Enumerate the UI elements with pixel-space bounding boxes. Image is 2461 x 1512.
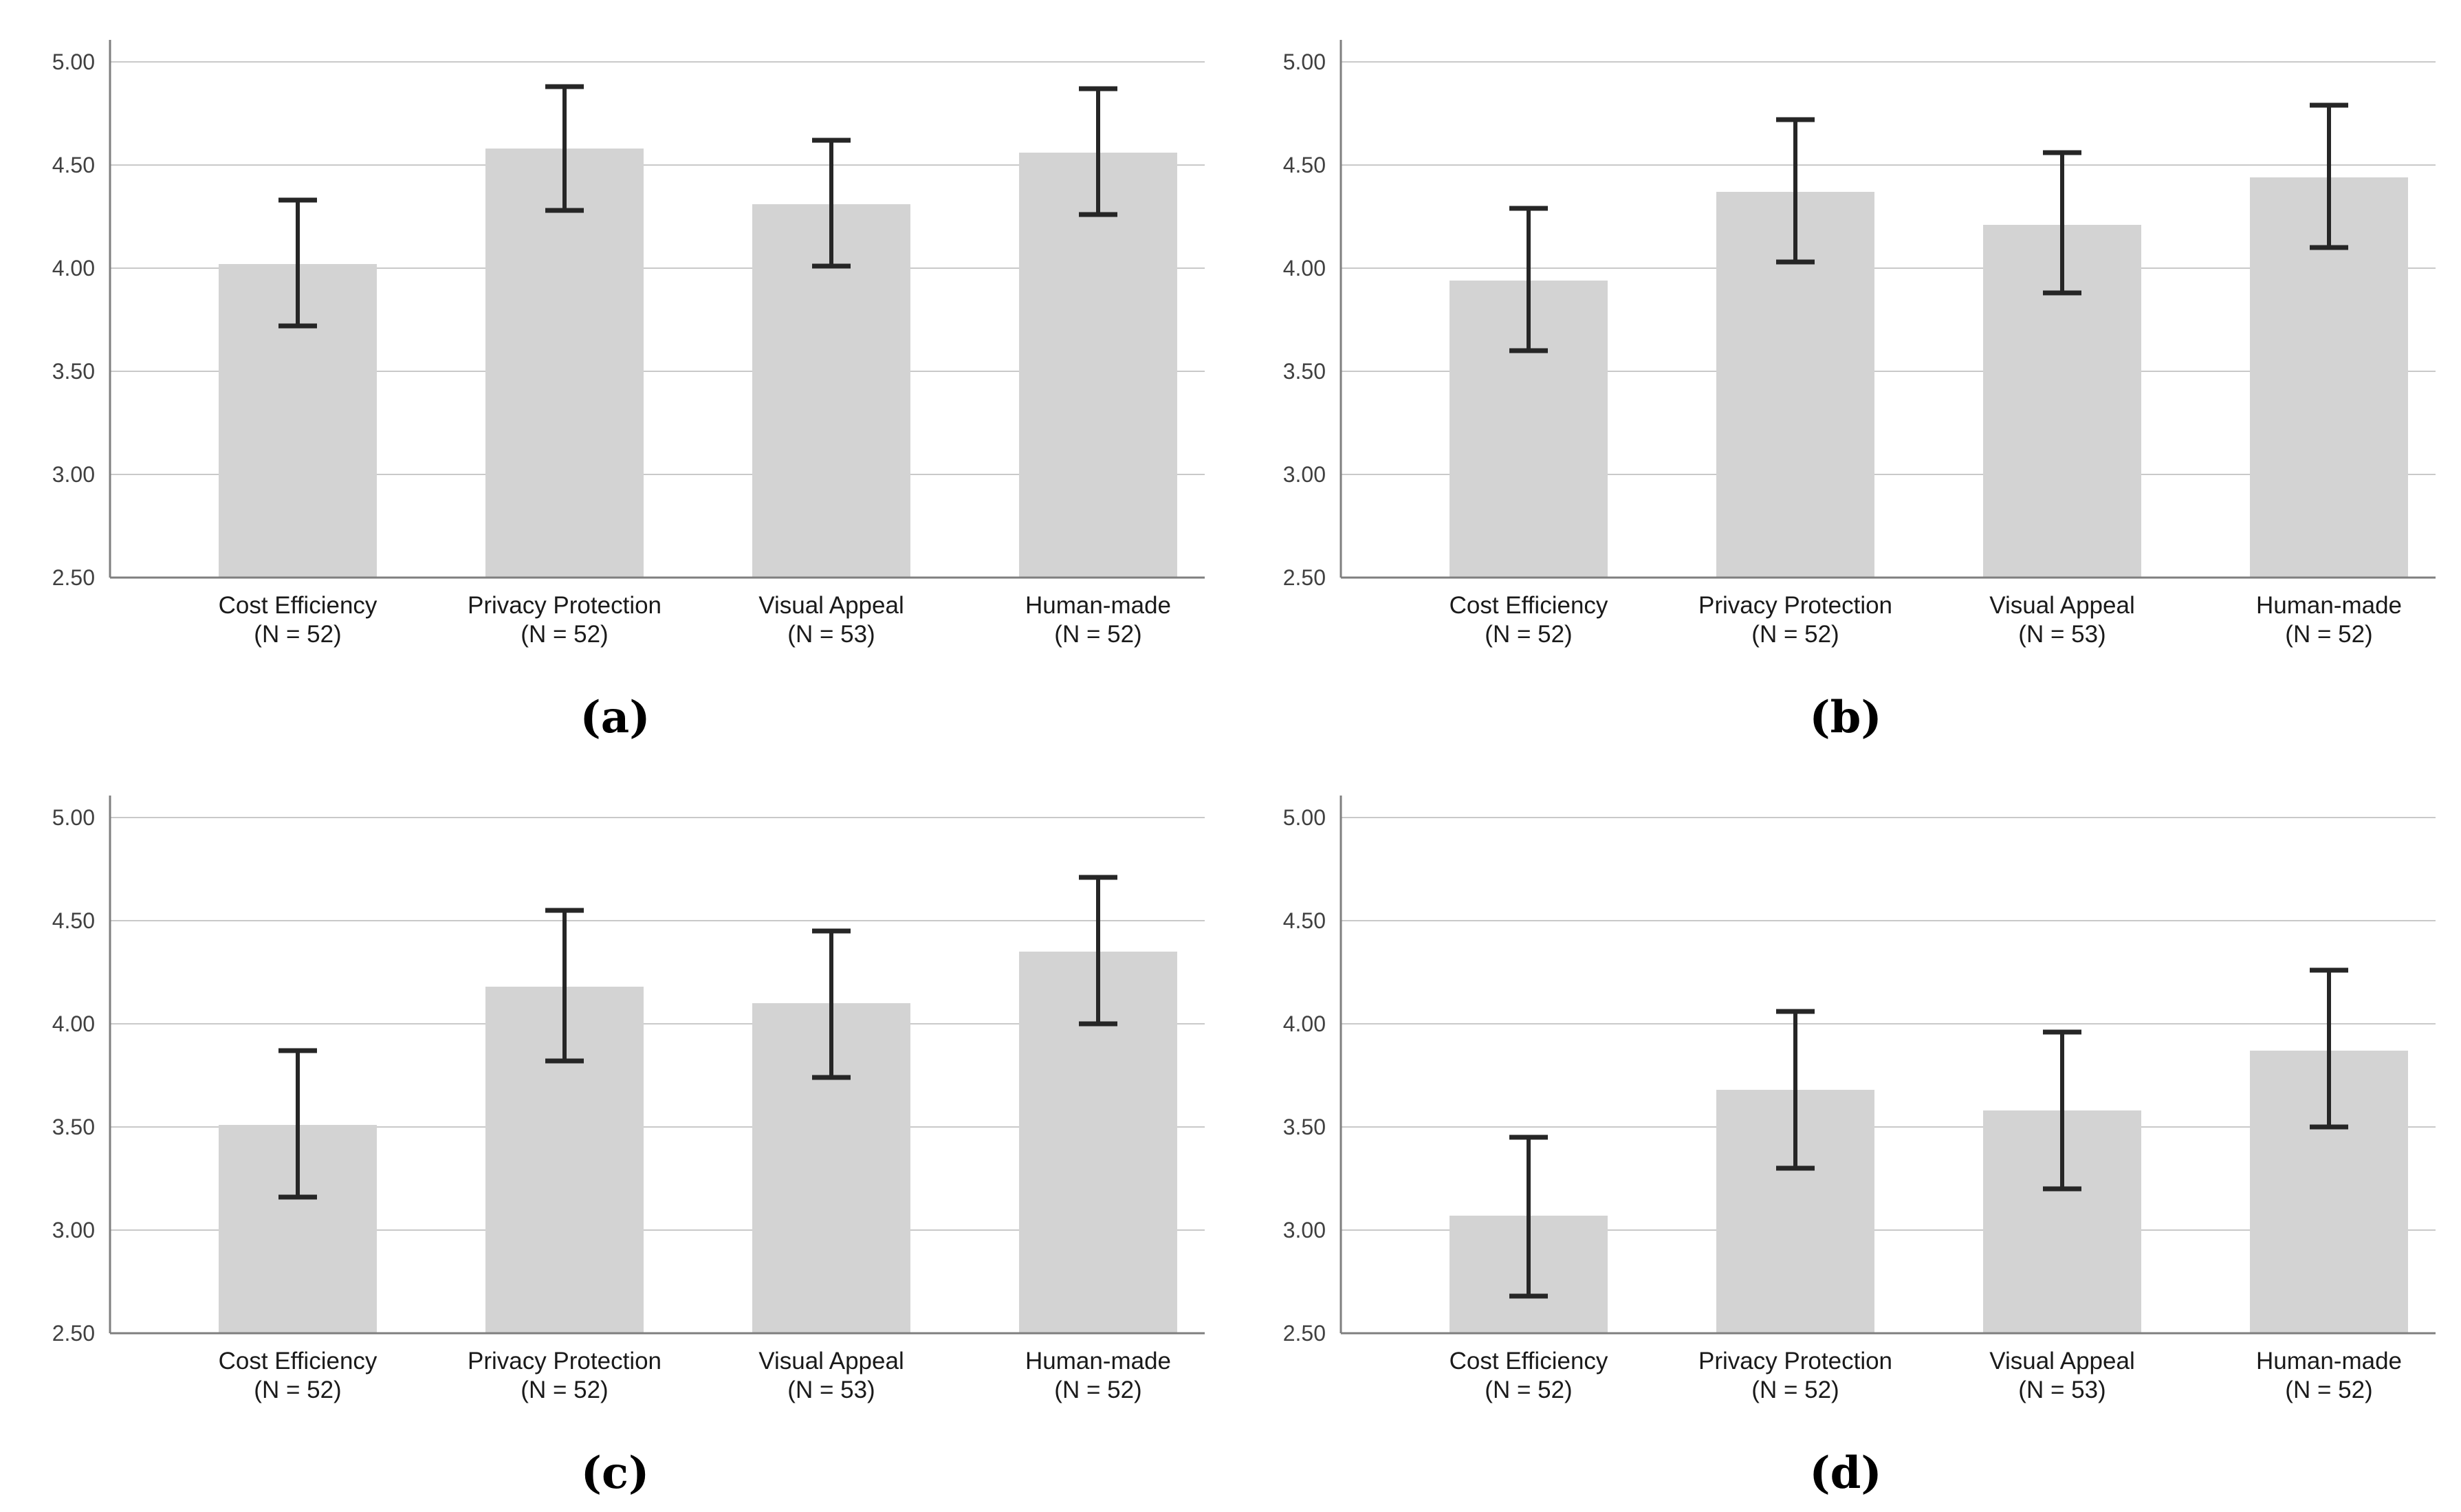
caption-text: (b): [1809, 692, 1882, 743]
error-bar-visual-appeal: [812, 928, 851, 1080]
category-n-label: (N = 52): [1054, 1377, 1141, 1403]
y-tick-label: 3.00: [1282, 1218, 1325, 1242]
error-bar-visual-appeal: [812, 138, 851, 269]
category-label: Cost Efficiency: [219, 1348, 378, 1374]
y-tick-label: 3.00: [1282, 462, 1325, 487]
y-tick-label: 5.00: [52, 50, 95, 74]
category-n-label: (N = 52): [254, 621, 341, 648]
category-n-label: (N = 52): [1751, 1377, 1839, 1403]
error-bar-visual-appeal: [2042, 150, 2081, 296]
category-n-label: (N = 52): [521, 621, 608, 648]
category-label: Cost Efficiency: [1449, 592, 1608, 619]
error-bar-privacy-protection: [545, 84, 584, 213]
category-label: Privacy Protection: [468, 592, 661, 619]
error-bar-human-made: [2309, 102, 2348, 250]
y-tick-label: 3.50: [1282, 359, 1325, 384]
category-label: Visual Appeal: [1989, 1348, 2134, 1374]
category-n-label: (N = 53): [787, 1377, 875, 1403]
category-n-label: (N = 52): [1054, 621, 1141, 648]
category-label: Cost Efficiency: [219, 592, 378, 619]
subplot-caption-c: (c): [581, 1436, 650, 1511]
error-bar-visual-appeal: [2042, 1029, 2081, 1192]
category-label: Privacy Protection: [1698, 592, 1892, 619]
subplot-c: 2.50 3.00 3.50 4.00 4.50 5.00 Cost Efficiency (…: [0, 756, 1230, 1512]
error-bar-human-made: [2309, 967, 2348, 1130]
y-tick-label: 2.50: [1282, 565, 1325, 590]
error-bar-privacy-protection: [545, 908, 584, 1064]
y-tick-label: 5.00: [52, 805, 95, 830]
error-bar-human-made: [1079, 875, 1117, 1027]
category-label: Visual Appeal: [1989, 592, 2134, 619]
error-bar-human-made: [1079, 86, 1117, 217]
error-bar-cost-efficiency: [1509, 206, 1548, 353]
subplot-caption-a: (a): [580, 680, 650, 756]
category-label: Human-made: [2255, 1348, 2401, 1374]
subplot-caption-b: (b): [1809, 680, 1881, 756]
caption-text: (a): [580, 692, 650, 743]
category-n-label: (N = 53): [787, 621, 875, 648]
error-bar-cost-efficiency: [278, 1048, 317, 1200]
category-n-label: (N = 52): [1485, 621, 1572, 648]
category-n-label: (N = 52): [1485, 1377, 1572, 1403]
y-tick-label: 2.50: [52, 565, 95, 590]
category-n-label: (N = 52): [2285, 621, 2372, 648]
subplot-caption-d: (d): [1809, 1436, 1881, 1511]
error-bar-cost-efficiency: [1509, 1135, 1548, 1299]
category-label: Human-made: [1025, 1348, 1171, 1374]
y-tick-label: 2.50: [52, 1321, 95, 1346]
subplot-a: 2.50 3.00 3.50 4.00 4.50 5.00 Cost Efficiency(…: [0, 0, 1230, 756]
category-n-label: (N = 53): [2018, 621, 2105, 648]
bar-human-made: [1019, 153, 1177, 578]
y-tick-label: 3.00: [52, 1218, 95, 1242]
error-bar-privacy-protection: [1775, 117, 1815, 265]
caption-text: (d): [1809, 1447, 1882, 1499]
y-tick-label: 5.00: [1282, 50, 1325, 74]
error-bar-cost-efficiency: [278, 197, 317, 329]
category-n-label: (N = 52): [2285, 1377, 2372, 1403]
y-tick-label: 3.50: [52, 359, 95, 384]
y-tick-label: 4.00: [1282, 1011, 1325, 1036]
y-tick-label: 2.50: [1282, 1321, 1325, 1346]
category-label: Privacy Protection: [1698, 1348, 1892, 1374]
category-label: Cost Efficiency: [1449, 1348, 1608, 1374]
y-tick-label: 4.50: [1282, 908, 1325, 933]
y-tick-label: 4.50: [52, 908, 95, 933]
y-tick-label: 4.50: [52, 153, 95, 177]
bar-privacy-protection: [485, 149, 644, 578]
y-tick-label: 4.00: [1282, 256, 1325, 281]
category-label: Human-made: [2255, 592, 2401, 619]
category-n-label: (N = 52): [254, 1377, 341, 1403]
category-label: Visual Appeal: [758, 1348, 904, 1374]
y-tick-label: 4.50: [1282, 153, 1325, 177]
subplot-b: 2.50 3.00 3.50 4.00 4.50 5.00 Cost Efficiency(…: [1230, 0, 2461, 756]
category-label: Privacy Protection: [468, 1348, 661, 1374]
y-tick-label: 4.00: [52, 256, 95, 281]
category-label: Visual Appeal: [758, 592, 904, 619]
error-bar-privacy-protection: [1775, 1009, 1815, 1171]
category-label: Human-made: [1025, 592, 1171, 619]
subplot-d: 2.50 3.00 3.50 4.00 4.50 5.00 Cost Efficiency (…: [1230, 756, 2461, 1512]
y-tick-label: 3.50: [1282, 1115, 1325, 1139]
y-tick-label: 4.00: [52, 1011, 95, 1036]
bar-chart-d: 2.50 3.00 3.50 4.00 4.50 5.00 Cost Efficiency (…: [1282, 796, 2436, 1403]
category-n-label: (N = 52): [1751, 621, 1839, 648]
bar-chart-c: 2.50 3.00 3.50 4.00 4.50 5.00 Cost Efficiency (…: [52, 796, 1205, 1403]
category-n-label: (N = 52): [521, 1377, 608, 1403]
caption-text: (c): [580, 1447, 650, 1499]
y-tick-label: 3.00: [52, 462, 95, 487]
y-tick-label: 3.50: [52, 1115, 95, 1139]
y-tick-label: 5.00: [1282, 805, 1325, 830]
category-n-label: (N = 53): [2018, 1377, 2105, 1403]
